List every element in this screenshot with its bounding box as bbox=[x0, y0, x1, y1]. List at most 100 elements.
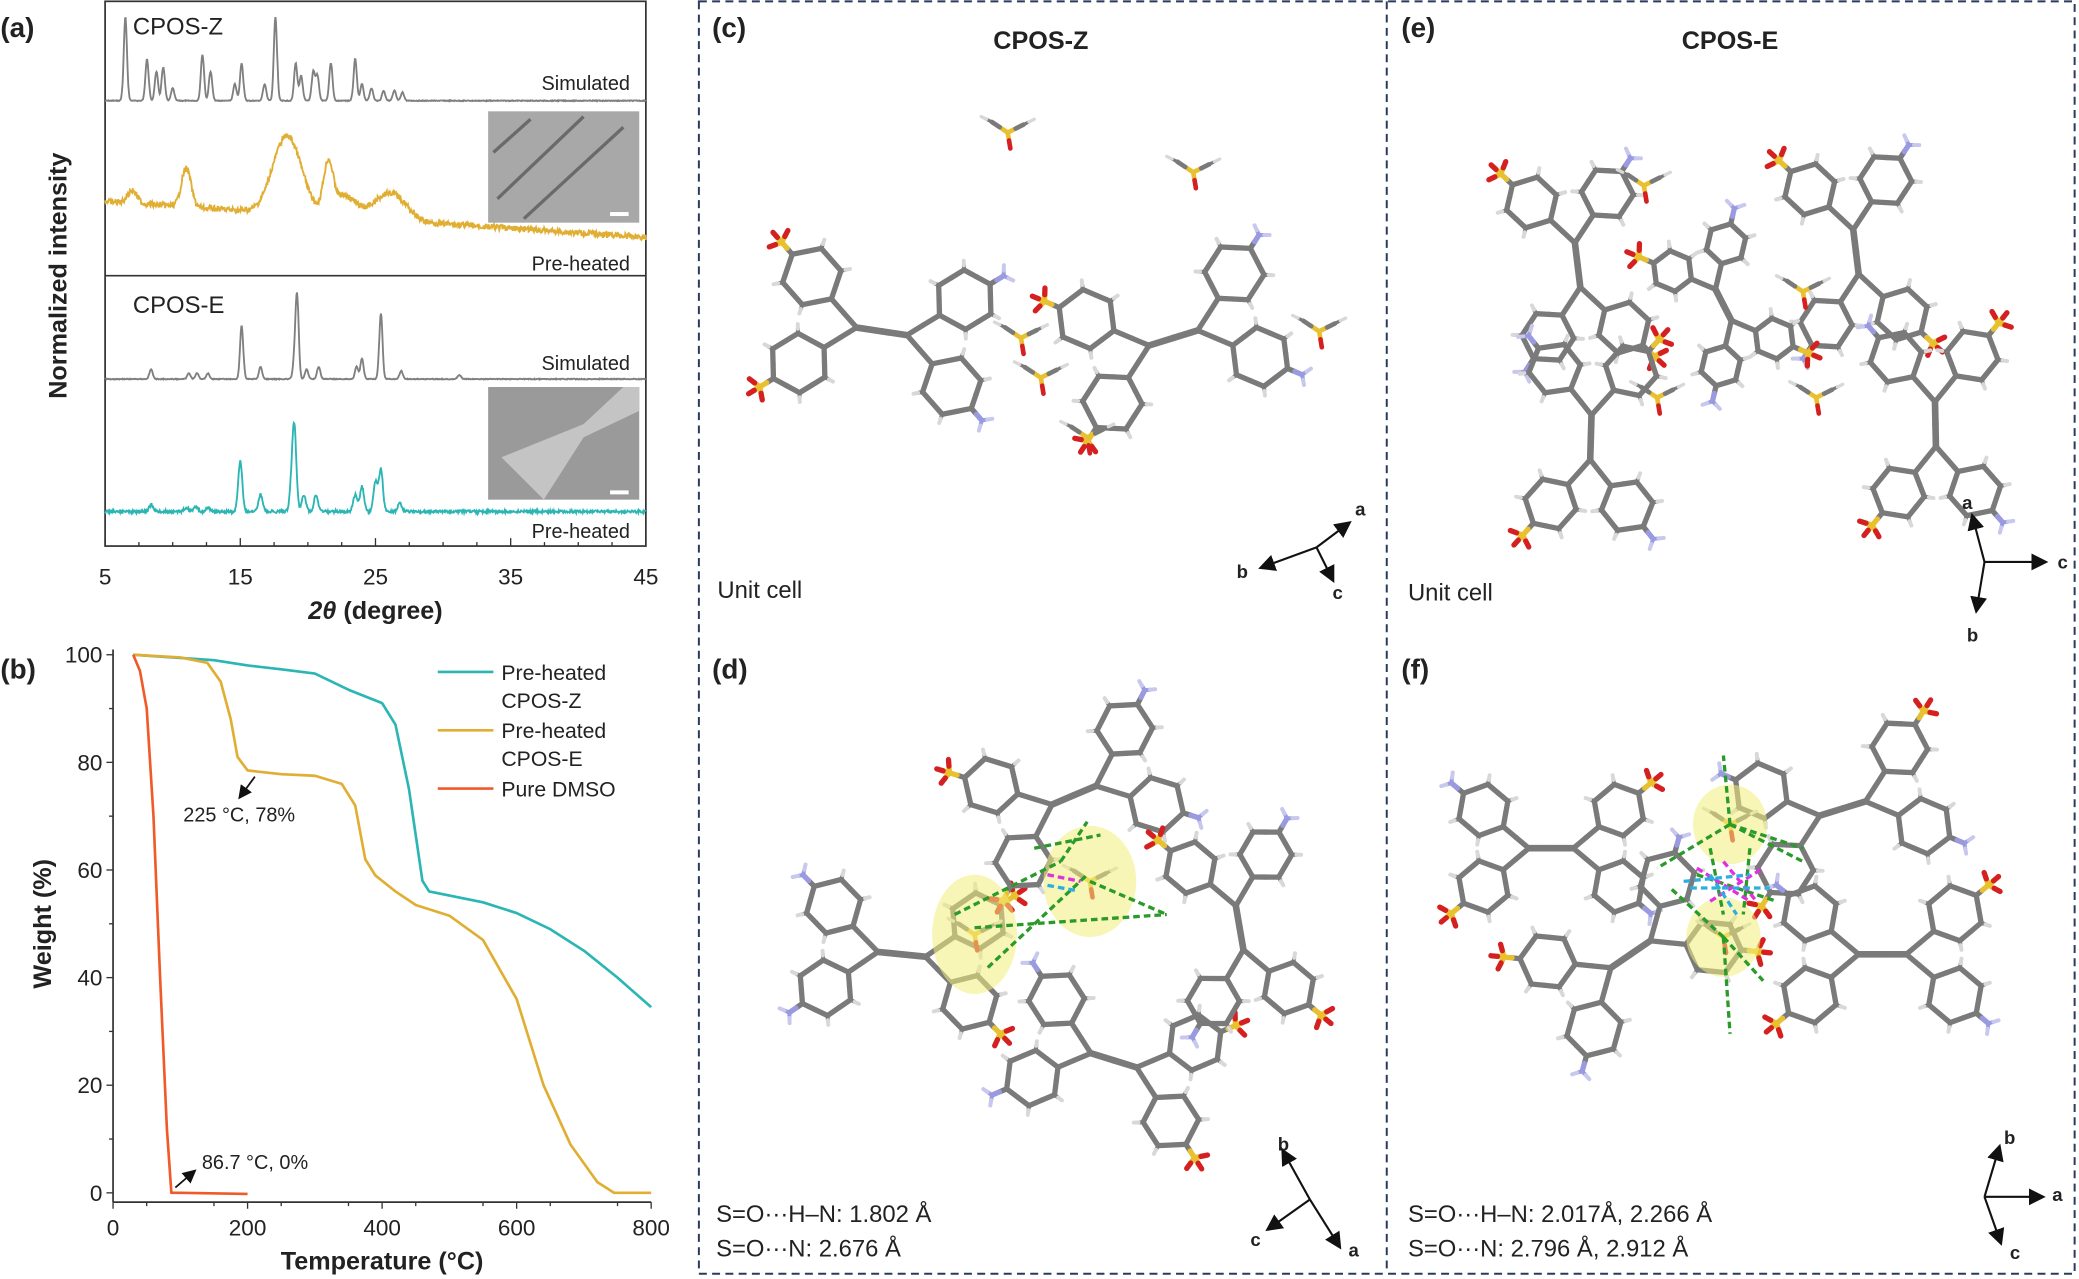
bond bbox=[961, 805, 970, 813]
bond bbox=[1766, 834, 1773, 843]
bond bbox=[1507, 527, 1520, 536]
bond bbox=[1615, 167, 1625, 174]
bond bbox=[1624, 146, 1631, 156]
bond bbox=[1923, 348, 1933, 354]
bond bbox=[1586, 434, 1595, 463]
bond bbox=[1912, 456, 1929, 476]
hbond-line bbox=[1721, 755, 1732, 825]
bond bbox=[1059, 419, 1068, 426]
bond bbox=[1578, 399, 1595, 418]
bond bbox=[1882, 384, 1888, 393]
bond bbox=[1646, 284, 1655, 291]
bond bbox=[1660, 327, 1671, 338]
bond bbox=[1192, 1039, 1200, 1049]
bond bbox=[1903, 321, 1910, 331]
bond bbox=[911, 390, 921, 396]
bond bbox=[1246, 821, 1253, 830]
bond bbox=[1651, 315, 1660, 321]
bond bbox=[1912, 774, 1919, 783]
bond bbox=[1638, 397, 1645, 407]
bond bbox=[1855, 271, 1874, 288]
tga-legend: Pre-heated CPOS-Z Pre-heated CPOS-E Pure DMS… bbox=[437, 662, 616, 802]
x-tick-label: 200 bbox=[229, 1215, 267, 1240]
x-tick-label: 0 bbox=[107, 1215, 120, 1240]
bond bbox=[1448, 818, 1457, 824]
bond bbox=[1232, 902, 1243, 932]
tga-annotation-cpos-e: 225 °C, 78% bbox=[183, 805, 295, 827]
bond bbox=[1717, 761, 1723, 771]
bond bbox=[1816, 805, 1846, 819]
bond bbox=[1093, 767, 1107, 789]
bond bbox=[1313, 1018, 1322, 1031]
bond bbox=[2002, 322, 2014, 330]
bond bbox=[1849, 226, 1860, 256]
bond bbox=[1682, 832, 1692, 838]
bond bbox=[1217, 853, 1226, 860]
bond bbox=[1792, 318, 1800, 326]
bond bbox=[1647, 920, 1658, 944]
bond bbox=[937, 416, 943, 426]
label-preheated-e: Pre-heated bbox=[532, 521, 630, 543]
bond bbox=[1647, 541, 1654, 551]
bond bbox=[1015, 791, 1038, 802]
bond bbox=[1798, 895, 1805, 905]
bond bbox=[1253, 957, 1272, 974]
scale-bar bbox=[610, 212, 629, 217]
xrd-group-label-e: CPOS-E bbox=[133, 292, 224, 319]
scale-bar bbox=[610, 490, 629, 495]
bond bbox=[1078, 1035, 1094, 1056]
tga-series-3 bbox=[131, 654, 248, 1196]
bond bbox=[1226, 1025, 1233, 1034]
bond bbox=[1315, 973, 1324, 980]
axis-arrow-b bbox=[1983, 1143, 2004, 1198]
bond bbox=[1500, 856, 1519, 873]
bond bbox=[999, 991, 1008, 997]
y-tick-label: 100 bbox=[65, 643, 103, 668]
hbond-line bbox=[1721, 936, 1732, 1034]
bond bbox=[1867, 313, 1874, 323]
bond bbox=[1997, 525, 2004, 535]
bond bbox=[758, 390, 765, 403]
bond bbox=[1815, 403, 1822, 416]
tga-series-1 bbox=[133, 653, 653, 1009]
bond bbox=[1653, 771, 1664, 782]
axis-arrow-c bbox=[1983, 1196, 2005, 1246]
y-tick-label: 40 bbox=[77, 966, 102, 991]
bond bbox=[1982, 455, 1989, 464]
bond bbox=[1032, 303, 1043, 314]
bond bbox=[1838, 215, 1856, 233]
tga-series-2 bbox=[133, 653, 652, 1195]
bond bbox=[1842, 940, 1862, 957]
bond bbox=[1280, 806, 1287, 816]
bond bbox=[1938, 495, 1948, 500]
bond bbox=[1233, 888, 1247, 909]
bond bbox=[1800, 805, 1823, 819]
bond bbox=[1981, 382, 1987, 391]
bond bbox=[1530, 925, 1537, 934]
bond bbox=[1165, 154, 1174, 161]
bond bbox=[1133, 1064, 1149, 1086]
bond bbox=[1778, 145, 1787, 158]
bond bbox=[1146, 766, 1152, 776]
bond bbox=[1197, 1003, 1202, 1013]
bond bbox=[1720, 301, 1735, 324]
bond bbox=[1564, 929, 1572, 938]
bond bbox=[1669, 827, 1678, 836]
y-tick-label: 80 bbox=[77, 750, 102, 775]
bond bbox=[1613, 355, 1619, 364]
bond bbox=[1643, 767, 1652, 780]
bond bbox=[1623, 1017, 1632, 1023]
panel-label-f: (f) bbox=[1401, 654, 1429, 685]
bond bbox=[1088, 351, 1094, 360]
bond bbox=[1068, 1020, 1084, 1041]
bond bbox=[766, 241, 779, 250]
bond bbox=[841, 310, 860, 331]
bond bbox=[1862, 783, 1878, 805]
bond bbox=[1578, 508, 1588, 514]
bond bbox=[1839, 798, 1869, 812]
bond bbox=[1724, 198, 1733, 207]
bond bbox=[1828, 963, 1848, 980]
bond bbox=[1571, 239, 1581, 269]
x-tick-label: 5 bbox=[99, 564, 112, 589]
bond bbox=[1144, 841, 1156, 850]
